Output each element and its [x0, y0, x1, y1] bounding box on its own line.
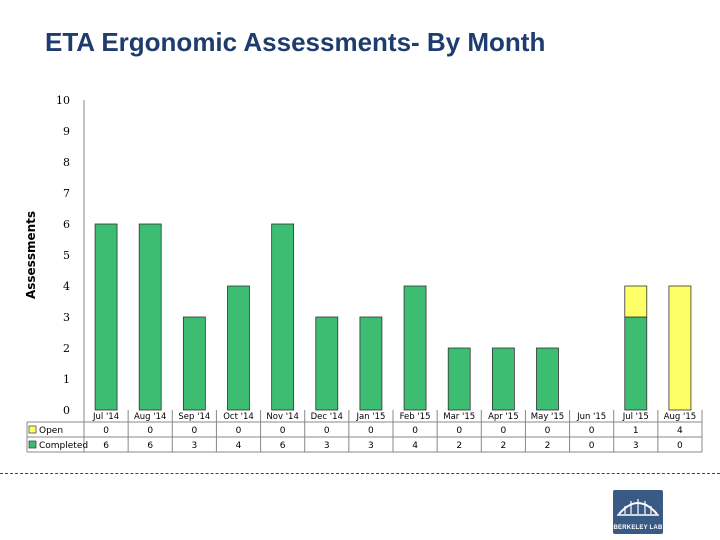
bar-completed-4: [271, 223, 295, 411]
x-tick-label: Apr '15: [488, 412, 519, 422]
logo-text: BERKELEY LAB: [613, 525, 663, 531]
y-tick-label: 7: [63, 187, 70, 200]
x-tick-label: Sep '14: [178, 412, 210, 422]
legend-label-completed: Completed: [39, 441, 88, 451]
x-tick-label: Aug '14: [134, 412, 166, 422]
data-label: 6: [280, 441, 286, 451]
data-label: 0: [103, 426, 109, 436]
data-label: 0: [677, 441, 683, 451]
legend-label-open: Open: [39, 426, 63, 436]
y-tick-label: 3: [63, 311, 70, 324]
x-tick-label: Dec '14: [311, 412, 343, 422]
y-tick-label: 2: [63, 342, 70, 355]
data-label: 3: [191, 441, 197, 451]
x-tick-label: Jun '15: [576, 412, 606, 422]
data-label: 0: [545, 426, 551, 436]
bar-completed-12: [624, 316, 648, 411]
x-tick-label: Jul '14: [92, 412, 119, 422]
data-label: 0: [412, 426, 418, 436]
data-label: 3: [368, 441, 374, 451]
y-tick-label: 5: [63, 249, 70, 262]
y-axis-label: Assessments: [24, 211, 38, 299]
y-tick-label: 4: [63, 280, 70, 293]
data-label: 2: [500, 441, 506, 451]
data-label: 6: [147, 441, 153, 451]
legend-swatch-open: [28, 425, 37, 434]
bar-open-13: [668, 285, 692, 411]
y-tick-label: 6: [63, 218, 70, 231]
bar-completed-1: [138, 223, 162, 411]
bar-completed-8: [447, 347, 471, 411]
footer-divider: [0, 473, 720, 474]
data-label: 0: [500, 426, 506, 436]
berkeley-lab-logo: BERKELEY LAB: [613, 490, 663, 534]
bar-completed-2: [182, 316, 206, 411]
data-label: 0: [456, 426, 462, 436]
legend-swatch-completed: [28, 440, 37, 449]
x-tick-label: Feb '15: [400, 412, 431, 422]
data-label: 0: [280, 426, 286, 436]
data-label: 0: [191, 426, 197, 436]
data-label: 4: [677, 426, 683, 436]
data-label: 2: [456, 441, 462, 451]
y-tick-label: 9: [63, 125, 70, 138]
y-tick-label: 1: [63, 373, 70, 386]
x-tick-label: Nov '14: [266, 412, 298, 422]
data-label: 1: [633, 426, 639, 436]
bar-completed-7: [403, 285, 427, 411]
x-tick-label: Oct '14: [223, 412, 254, 422]
data-label: 0: [589, 426, 595, 436]
y-tick-label: 8: [63, 156, 70, 169]
x-tick-label: Aug '15: [664, 412, 696, 422]
y-tick-label: 0: [63, 404, 70, 417]
data-label: 3: [324, 441, 330, 451]
data-label: 0: [147, 426, 153, 436]
bar-completed-3: [227, 285, 250, 411]
bar-open-12: [624, 285, 648, 318]
data-label: 6: [103, 441, 109, 451]
data-label: 0: [589, 441, 595, 451]
bar-completed-0: [94, 223, 118, 411]
bar-completed-6: [359, 316, 383, 411]
bar-completed-10: [536, 347, 559, 411]
data-label: 0: [368, 426, 374, 436]
x-tick-label: Jul '15: [622, 412, 649, 422]
data-label: 4: [236, 441, 242, 451]
lab-building-icon: [617, 499, 659, 516]
x-tick-label: Mar '15: [443, 412, 475, 422]
data-label: 4: [412, 441, 418, 451]
bar-completed-5: [315, 316, 339, 411]
data-label: 0: [324, 426, 330, 436]
x-tick-label: Jan '15: [355, 412, 385, 422]
chart-title: ETA Ergonomic Assessments- By Month: [45, 27, 546, 57]
bar-completed-9: [491, 347, 515, 411]
data-label: 2: [545, 441, 551, 451]
x-tick-label: May '15: [531, 412, 564, 422]
data-label: 0: [236, 426, 242, 436]
y-tick-label: 10: [56, 94, 70, 107]
data-label: 3: [633, 441, 639, 451]
